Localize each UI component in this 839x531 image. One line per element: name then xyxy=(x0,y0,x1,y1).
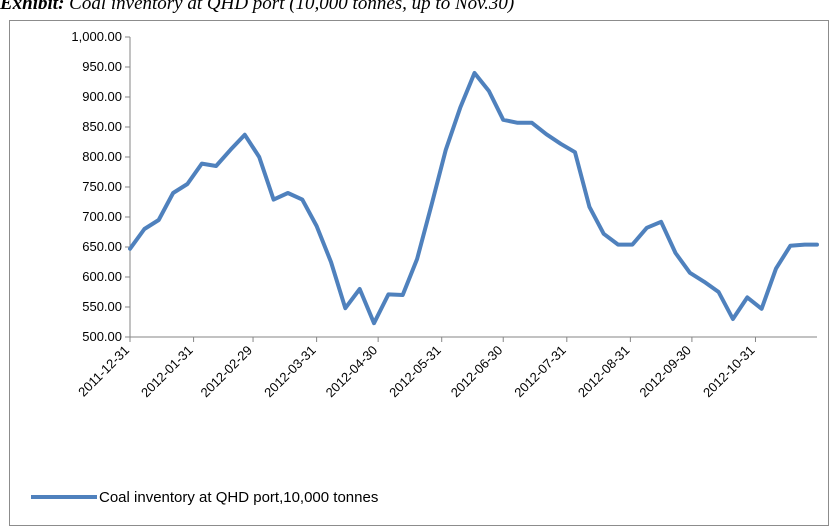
x-tick-label: 2012-02-29 xyxy=(198,343,256,401)
series-line xyxy=(128,71,819,326)
x-axis: 2011-12-31 2012-01-31 2012-02-29 2012-03-31… xyxy=(75,336,817,401)
x-tick-label: 2012-06-30 xyxy=(448,343,506,401)
y-tick-label: 700.00 xyxy=(82,209,122,224)
legend: Coal inventory at QHD port,10,000 tonnes xyxy=(31,489,378,506)
line-chart: 1,000.00 950.00 900.00 850.00 800.00 750.00 70… xyxy=(31,29,819,506)
exhibit-title-text: Coal inventory at QHD port xyxy=(69,0,285,14)
y-axis: 1,000.00 950.00 900.00 850.00 800.00 750.00 70… xyxy=(71,29,131,344)
y-tick-label: 850.00 xyxy=(82,119,122,134)
series-group xyxy=(128,71,819,326)
x-tick-label: 2012-09-30 xyxy=(636,343,694,401)
x-tick-label: 2012-07-31 xyxy=(511,343,569,401)
x-tick-label: 2012-03-31 xyxy=(261,343,319,401)
y-tick-label: 900.00 xyxy=(82,89,122,104)
x-tick-label: 2011-12-31 xyxy=(75,343,132,400)
y-tick-label: 600.00 xyxy=(82,269,122,284)
legend-label: Coal inventory at QHD port,10,000 tonnes xyxy=(99,489,378,506)
y-tick-label: 950.00 xyxy=(82,59,122,74)
exhibit-units-note: (10,000 tonnes, up to Nov.30) xyxy=(289,0,515,14)
exhibit-title: Exhibit: Coal inventory at QHD port (10,… xyxy=(0,0,839,23)
y-tick-label: 500.00 xyxy=(82,329,122,344)
exhibit-label: Exhibit: xyxy=(0,0,65,14)
x-tick-label: 2012-04-30 xyxy=(323,343,381,401)
x-tick-label: 2012-05-31 xyxy=(386,343,444,401)
y-tick-label: 1,000.00 xyxy=(71,29,122,44)
x-tick-label: 2012-01-31 xyxy=(138,343,196,401)
chart-frame: 1,000.00 950.00 900.00 850.00 800.00 750.00 70… xyxy=(9,20,829,526)
x-tick-label: 2012-10-31 xyxy=(700,343,758,401)
y-tick-label: 550.00 xyxy=(82,299,122,314)
x-tick-label: 2012-08-31 xyxy=(575,343,633,401)
y-tick-label: 750.00 xyxy=(82,179,122,194)
y-tick-label: 650.00 xyxy=(82,239,122,254)
y-tick-label: 800.00 xyxy=(82,149,122,164)
